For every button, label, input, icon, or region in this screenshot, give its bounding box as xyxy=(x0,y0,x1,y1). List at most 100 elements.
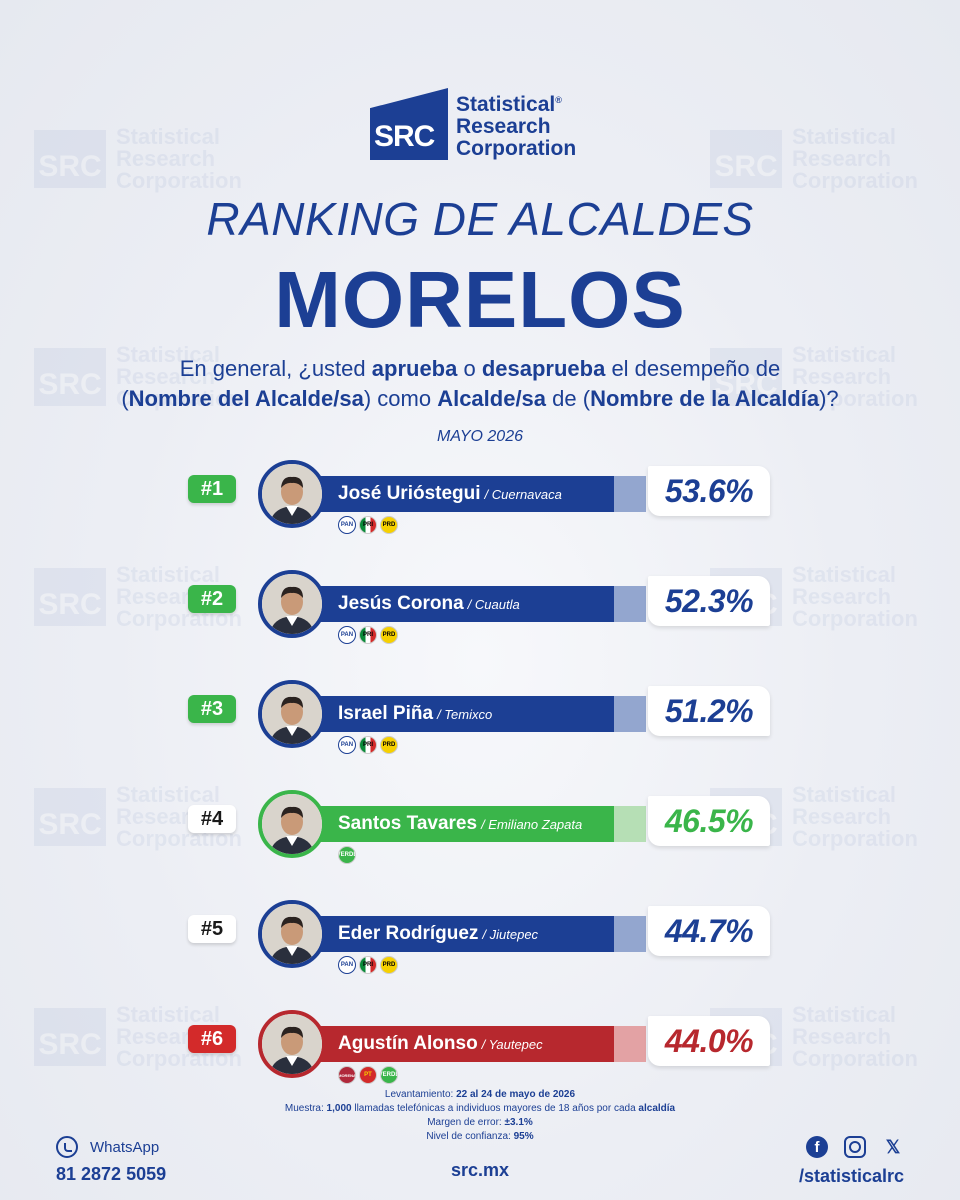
municipality: / Yautepec xyxy=(481,1036,543,1052)
approval-bar-tail xyxy=(614,696,646,732)
approval-bar-tail xyxy=(614,1026,646,1062)
approval-bar-tail xyxy=(614,586,646,622)
mayor-name: José Urióstegui xyxy=(338,483,481,504)
rank-badge: #1 xyxy=(188,475,236,503)
party-logo-prd-icon: PRD xyxy=(380,956,398,974)
mayor-photo xyxy=(258,460,326,528)
margin-of-error: Margen de error: ±3.1% xyxy=(427,1117,533,1128)
instagram-icon[interactable] xyxy=(844,1136,866,1158)
party-logo-pan-icon: PAN xyxy=(338,516,356,534)
approval-percentage: 44.0% xyxy=(648,1016,770,1066)
mayor-name: Jesús Corona xyxy=(338,593,464,614)
party-logo-pan-icon: PAN xyxy=(338,626,356,644)
survey-date: MAYO 2026 xyxy=(437,428,523,445)
mayor-photo xyxy=(258,570,326,638)
name-bar: Israel Piña / Temixco xyxy=(300,696,646,732)
x-icon[interactable]: 𝕏 xyxy=(885,1136,901,1157)
party-logo-pri-icon: PRI xyxy=(359,956,377,974)
src-logo-mark: SRC xyxy=(370,88,448,160)
party-logo-prd-icon: PRD xyxy=(380,626,398,644)
approval-percentage: 46.5% xyxy=(648,796,770,846)
approval-percentage: 44.7% xyxy=(648,906,770,956)
facebook-icon[interactable]: f xyxy=(806,1136,828,1158)
mayor-name: Santos Tavares xyxy=(338,813,478,834)
rank-badge: #2 xyxy=(188,585,236,613)
methodology-notes: Levantamiento: 22 al 24 de mayo de 2026 … xyxy=(0,1088,960,1144)
party-logo-verde-icon: VERDE xyxy=(338,846,356,864)
party-logos: VERDE xyxy=(338,846,356,864)
mayor-name: Agustín Alonso xyxy=(338,1033,478,1054)
party-logos: PAN PRI PRD xyxy=(338,516,398,534)
brand-name: Statistical® Research Corporation xyxy=(456,92,577,160)
party-logos: PAN PRI PRD xyxy=(338,736,398,754)
sample-size: Muestra: 1,000 llamadas telefónicas a in… xyxy=(284,1103,676,1114)
municipality: / Emiliano Zapata xyxy=(481,816,583,832)
party-logo-pan-icon: PAN xyxy=(338,956,356,974)
person-avatar-icon xyxy=(262,464,322,524)
ranking-row: #5 Eder Rodríguez / Jiutepec PAN PRI PRD 4… xyxy=(0,900,960,990)
approval-percentage: 53.6% xyxy=(648,466,770,516)
mayor-photo xyxy=(258,790,326,858)
mayor-name: Israel Piña xyxy=(338,703,434,724)
whatsapp-link[interactable]: WhatsApp xyxy=(56,1136,166,1158)
approval-percentage: 51.2% xyxy=(648,686,770,736)
person-avatar-icon xyxy=(262,904,322,964)
approval-bar-tail xyxy=(614,806,646,842)
name-bar: Agustín Alonso / Yautepec xyxy=(300,1026,646,1062)
name-bar: José Urióstegui / Cuernavaca xyxy=(300,476,646,512)
confidence-level: Nivel de confianza: 95% xyxy=(426,1131,534,1142)
municipality: / Jiutepec xyxy=(482,926,539,942)
social-handle[interactable]: /statisticalrc xyxy=(798,1166,904,1186)
fieldwork-dates: Levantamiento: 22 al 24 de mayo de 2026 xyxy=(384,1089,576,1100)
party-logo-prd-icon: PRD xyxy=(380,736,398,754)
ranking-row: #4 Santos Tavares / Emiliano Zapata VERD… xyxy=(0,790,960,880)
brand-logo: SRC Statistical® Research Corporation xyxy=(370,88,576,160)
ranking-row: #2 Jesús Corona / Cuautla PAN PRI PRD 52.3… xyxy=(0,570,960,660)
rank-badge: #3 xyxy=(188,695,236,723)
rank-badge: #5 xyxy=(188,915,236,943)
rank-badge: #4 xyxy=(188,805,236,833)
party-logos: MORENAPTVERDE xyxy=(338,1066,398,1084)
phone-number[interactable]: 81 2872 5059 xyxy=(56,1164,167,1184)
social-links: f 𝕏 /statisticalrc xyxy=(799,1136,904,1187)
state-title: MORELOS xyxy=(274,255,686,344)
person-avatar-icon xyxy=(262,684,322,744)
person-avatar-icon xyxy=(262,574,322,634)
website-link[interactable]: src.mx xyxy=(450,1160,510,1180)
ranking-row: #3 Israel Piña / Temixco PAN PRI PRD 51.2% xyxy=(0,680,960,770)
mayor-photo xyxy=(258,1010,326,1078)
ranking-row: #1 José Urióstegui / Cuernavaca PAN PRI PR… xyxy=(0,460,960,550)
party-logo-verde-icon: VERDE xyxy=(380,1066,398,1084)
approval-percentage: 52.3% xyxy=(648,576,770,626)
approval-bar-tail xyxy=(614,476,646,512)
party-logo-pt-icon: PT xyxy=(359,1066,377,1084)
whatsapp-icon xyxy=(56,1136,78,1158)
party-logo-prd-icon: PRD xyxy=(380,516,398,534)
municipality: / Cuernavaca xyxy=(484,486,562,502)
party-logo-pri-icon: PRI xyxy=(359,626,377,644)
mayor-photo xyxy=(258,680,326,748)
mayor-photo xyxy=(258,900,326,968)
party-logo-pan-icon: PAN xyxy=(338,736,356,754)
page-title: RANKING DE ALCALDES xyxy=(206,193,754,245)
survey-question: En general, ¿usted aprueba o desaprueba … xyxy=(121,356,839,411)
party-logo-pri-icon: PRI xyxy=(359,736,377,754)
approval-bar-tail xyxy=(614,916,646,952)
municipality: / Temixco xyxy=(437,706,493,722)
contact-info: WhatsApp 81 2872 5059 xyxy=(56,1136,166,1185)
ranking-row: #6 Agustín Alonso / Yautepec MORENAPTVER… xyxy=(0,1010,960,1100)
person-avatar-icon xyxy=(262,1014,322,1074)
municipality: / Cuautla xyxy=(467,596,520,612)
person-avatar-icon xyxy=(262,794,322,854)
party-logos: PAN PRI PRD xyxy=(338,626,398,644)
whatsapp-label: WhatsApp xyxy=(90,1138,160,1156)
mayor-name: Eder Rodríguez xyxy=(338,923,479,944)
rank-badge: #6 xyxy=(188,1025,236,1053)
party-logo-morena-icon: MORENA xyxy=(338,1066,356,1084)
name-bar: Jesús Corona / Cuautla xyxy=(300,586,646,622)
